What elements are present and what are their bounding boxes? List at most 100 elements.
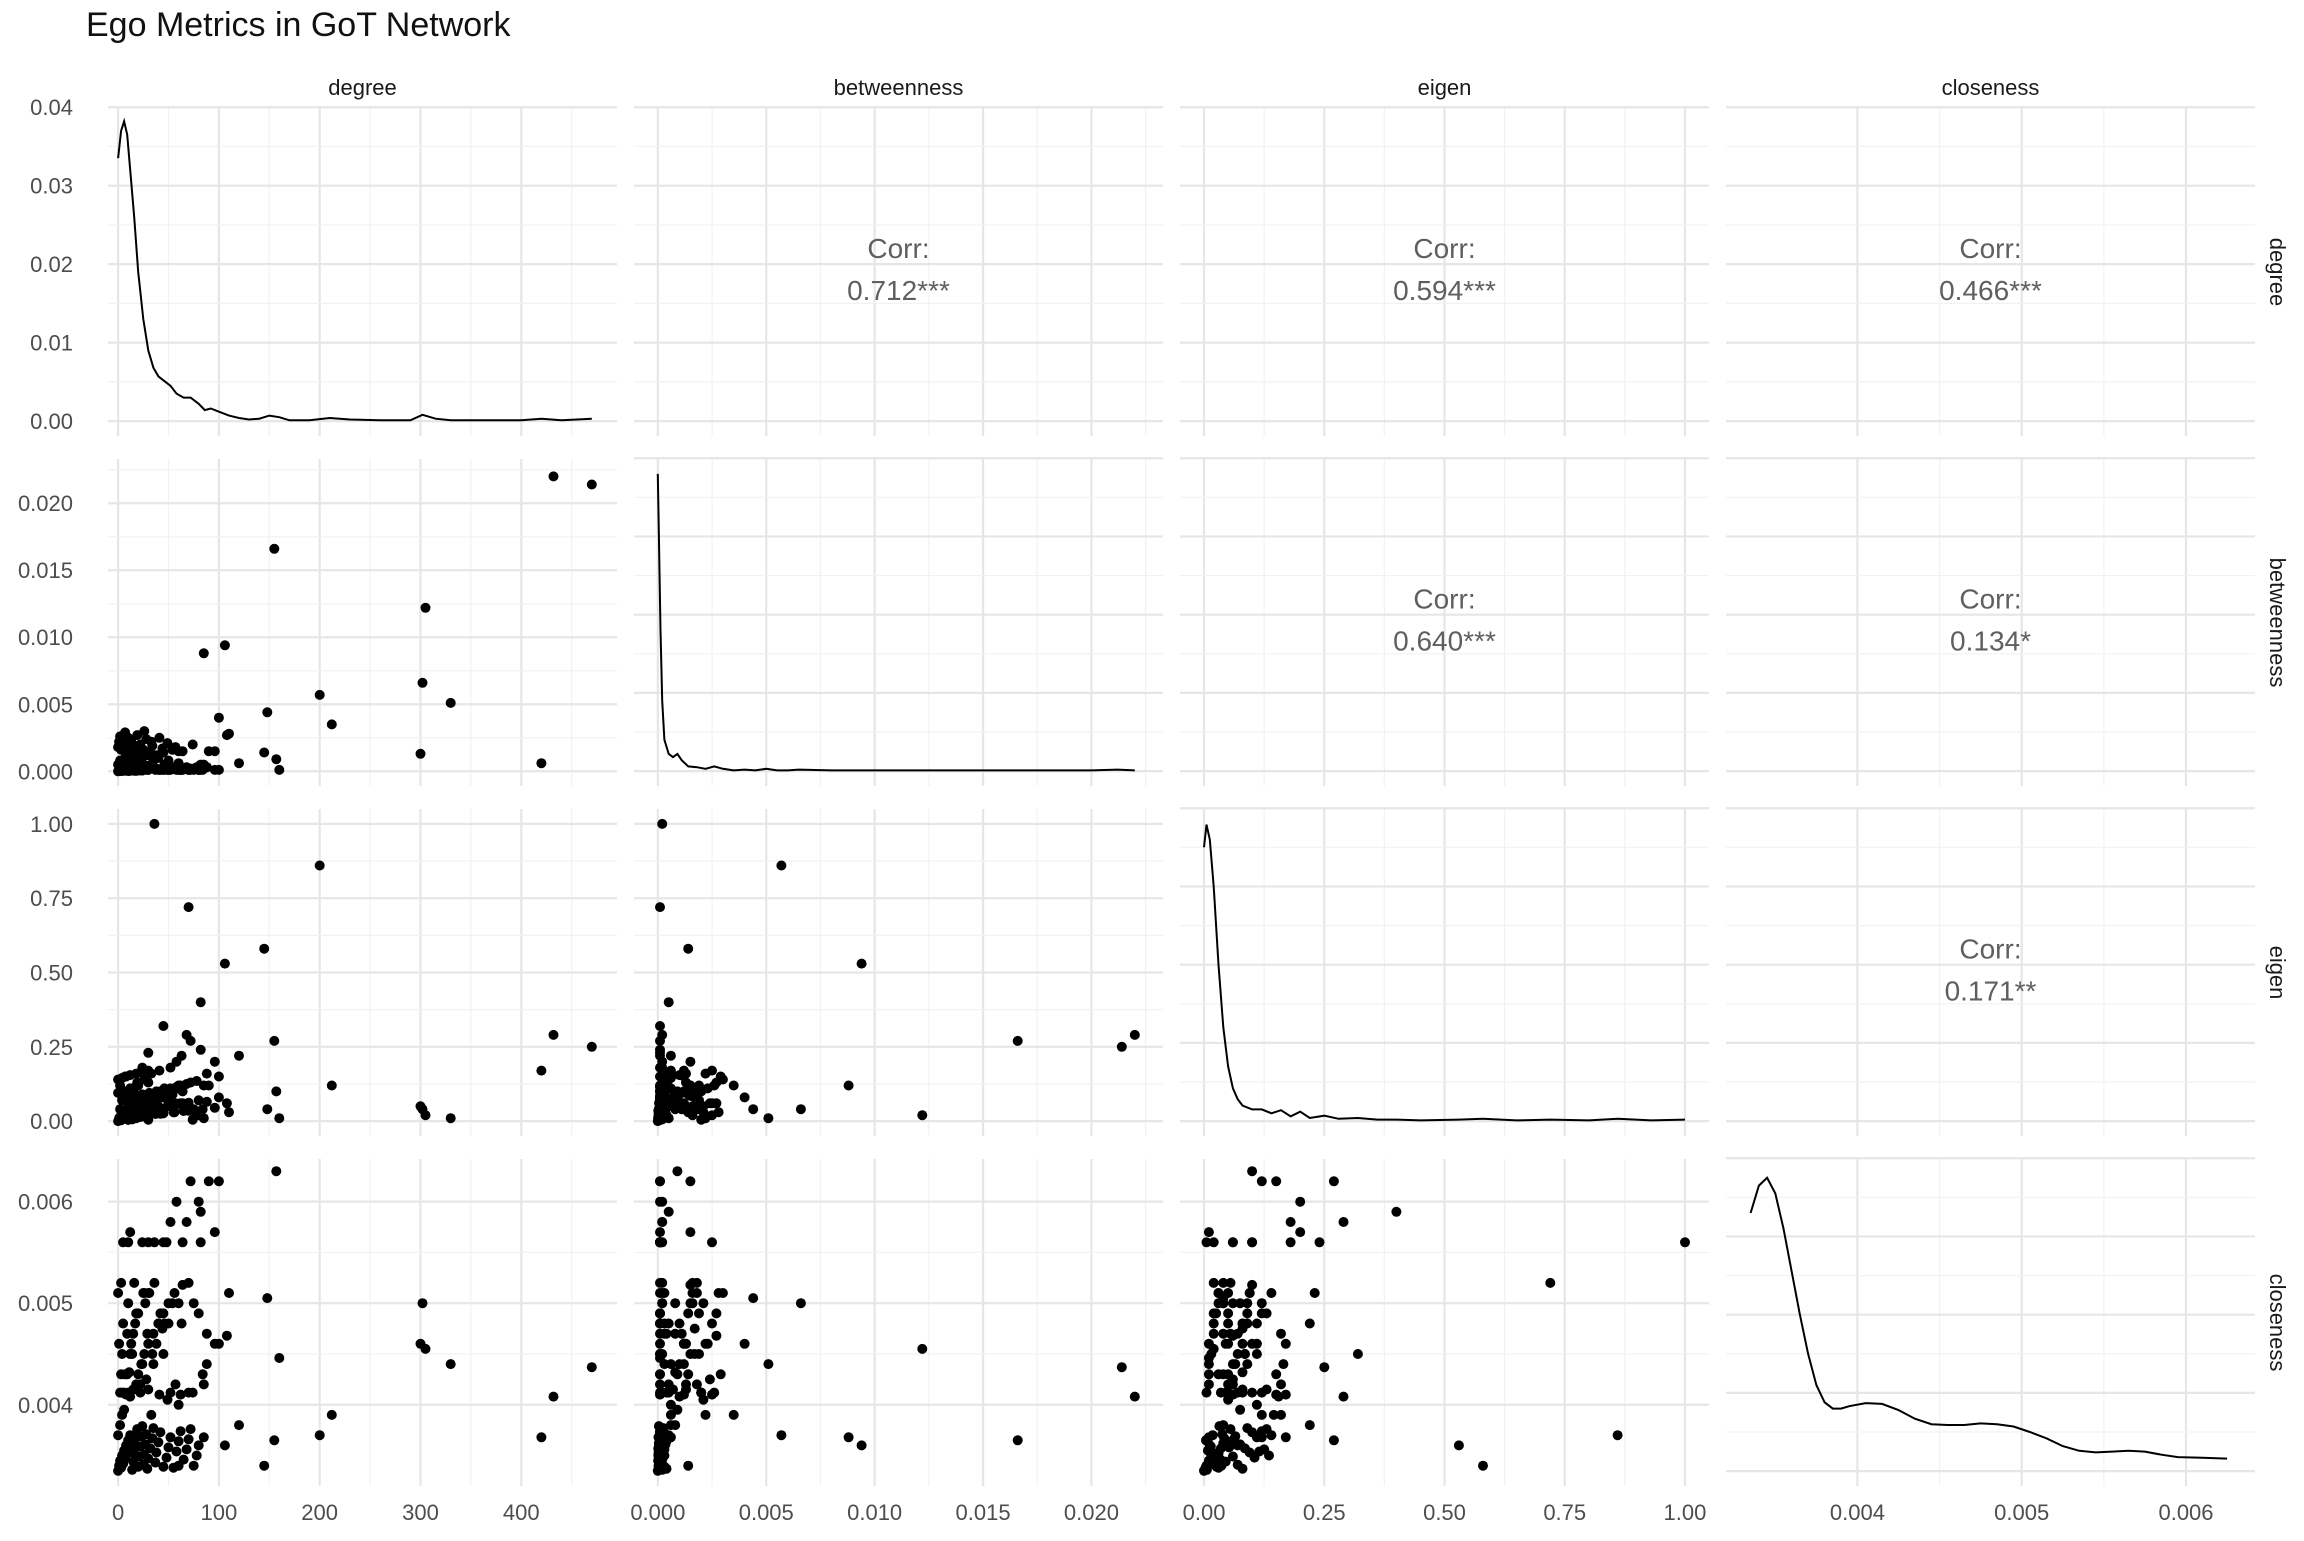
point xyxy=(795,1298,806,1309)
point xyxy=(713,1107,724,1118)
point xyxy=(665,1432,676,1443)
point xyxy=(1223,1308,1234,1319)
point xyxy=(135,764,146,775)
point xyxy=(126,1338,137,1349)
point xyxy=(209,1056,220,1067)
point xyxy=(683,1308,694,1319)
point xyxy=(1453,1440,1464,1451)
point xyxy=(221,730,232,741)
point xyxy=(1218,1277,1229,1288)
point xyxy=(1256,1432,1267,1443)
point xyxy=(1328,1435,1339,1446)
point xyxy=(657,1029,668,1040)
point xyxy=(116,1369,127,1380)
point xyxy=(1338,1217,1349,1227)
point xyxy=(665,1399,676,1410)
point xyxy=(1218,1293,1229,1304)
point xyxy=(1285,1217,1296,1227)
point xyxy=(158,1349,169,1359)
point xyxy=(1223,1379,1234,1390)
point xyxy=(445,697,456,708)
point xyxy=(665,1420,676,1431)
point xyxy=(274,1113,285,1124)
y-tick-label: 0.04 xyxy=(30,95,73,120)
point xyxy=(153,1437,164,1448)
point xyxy=(154,1389,165,1400)
density-line-closeness xyxy=(1749,1176,2228,1460)
point xyxy=(119,1404,130,1415)
point xyxy=(663,1206,674,1217)
point xyxy=(1203,1227,1214,1238)
point xyxy=(655,1369,665,1380)
point xyxy=(711,1330,722,1341)
point xyxy=(1232,1440,1243,1451)
point xyxy=(1223,1338,1234,1349)
point xyxy=(1247,1166,1258,1177)
x-tick-label: 0.020 xyxy=(1064,1500,1119,1525)
strip-label-eigen: eigen xyxy=(1418,75,1472,100)
point xyxy=(702,1083,713,1094)
point xyxy=(696,1114,707,1125)
point xyxy=(795,1104,806,1115)
point xyxy=(1203,1432,1214,1443)
y-tick-label: 0.005 xyxy=(18,1291,73,1316)
point xyxy=(655,1113,665,1124)
point xyxy=(683,1460,694,1471)
point xyxy=(685,1279,696,1290)
point xyxy=(118,1318,129,1329)
point xyxy=(694,1308,704,1319)
point xyxy=(219,1440,230,1451)
point xyxy=(259,1460,270,1471)
point xyxy=(698,1298,709,1309)
point xyxy=(176,1318,187,1329)
point xyxy=(116,1277,127,1288)
point xyxy=(1116,1041,1127,1052)
point xyxy=(124,755,135,766)
point xyxy=(326,1409,337,1420)
point xyxy=(1227,1330,1238,1341)
point xyxy=(213,1338,224,1349)
point xyxy=(655,1318,665,1329)
point xyxy=(234,1050,244,1061)
point xyxy=(195,997,206,1008)
point xyxy=(713,1288,724,1298)
point xyxy=(173,1436,184,1447)
x-tick-label: 300 xyxy=(402,1500,439,1525)
point xyxy=(1237,1463,1248,1474)
point xyxy=(1230,1359,1241,1370)
point xyxy=(201,1096,212,1107)
x-tick-label: 400 xyxy=(503,1500,540,1525)
point xyxy=(143,1237,154,1248)
strip-label-row-eigen: eigen xyxy=(2265,946,2290,1000)
point xyxy=(169,1107,180,1118)
point xyxy=(700,1409,711,1420)
point xyxy=(663,1379,674,1390)
point xyxy=(681,1384,691,1395)
point xyxy=(1242,1359,1253,1370)
strip-label-row-betweenness: betweenness xyxy=(2265,558,2290,688)
point xyxy=(146,1068,157,1079)
point xyxy=(681,1338,691,1349)
point xyxy=(213,1071,224,1082)
y-tick-label: 0.000 xyxy=(18,759,73,784)
point xyxy=(195,1206,206,1217)
point xyxy=(143,1384,154,1395)
point xyxy=(155,1427,166,1438)
point xyxy=(674,1318,685,1329)
point xyxy=(1244,1288,1255,1298)
point xyxy=(1266,1430,1277,1441)
x-tick-label: 200 xyxy=(301,1500,338,1525)
point xyxy=(1237,1367,1248,1378)
point xyxy=(1208,1343,1219,1354)
point xyxy=(1256,1387,1267,1398)
point xyxy=(739,1092,750,1103)
point xyxy=(135,1101,146,1112)
point xyxy=(124,1367,135,1378)
point xyxy=(198,1432,209,1443)
point xyxy=(314,689,325,700)
point xyxy=(663,997,674,1008)
point xyxy=(224,1288,234,1298)
point xyxy=(1225,1277,1236,1288)
point xyxy=(1129,1029,1140,1040)
point xyxy=(1218,1328,1229,1339)
